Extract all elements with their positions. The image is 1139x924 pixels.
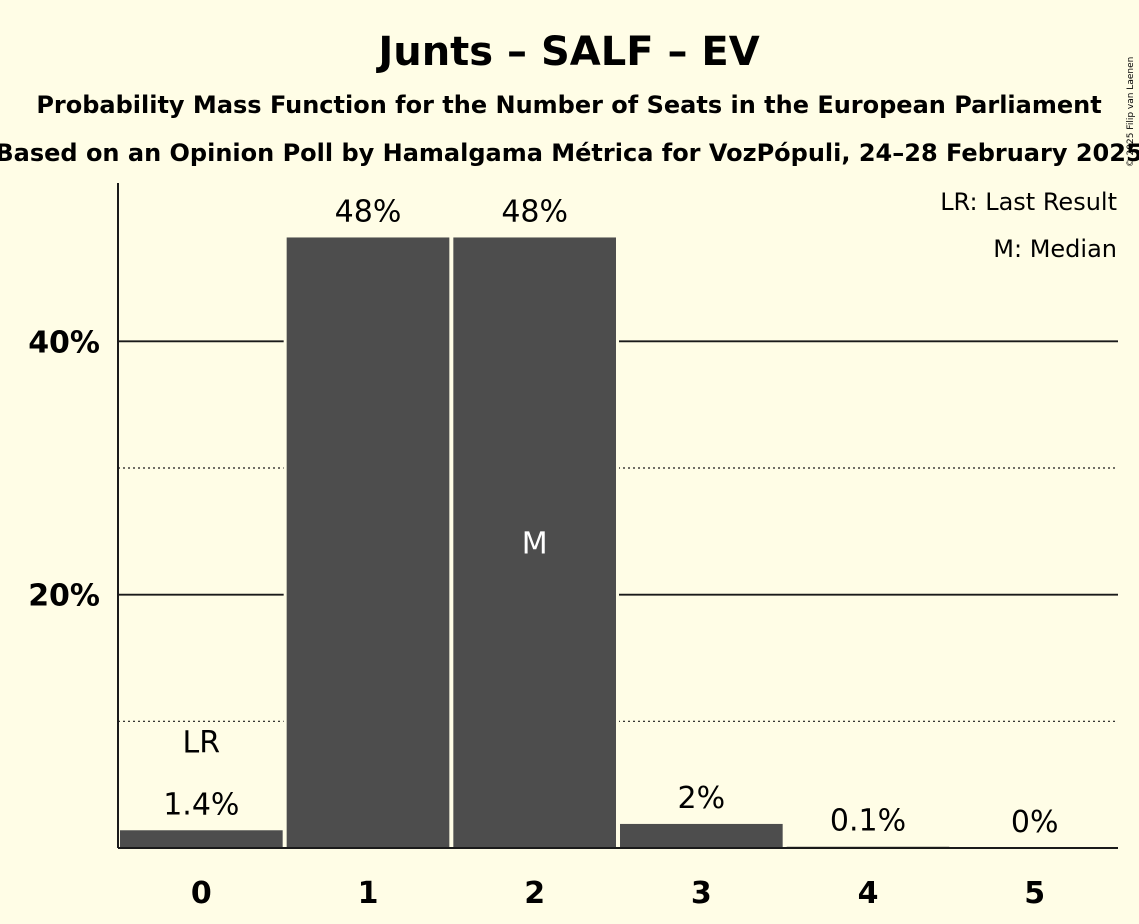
median-marker: M xyxy=(522,527,548,562)
bar-value-label: 2% xyxy=(678,781,726,816)
bar-halo xyxy=(783,843,953,848)
bar xyxy=(453,237,616,848)
bar-value-label: 48% xyxy=(501,194,568,229)
bar-value-label: 1.4% xyxy=(163,787,239,822)
x-tick-label: 0 xyxy=(191,876,212,911)
bar xyxy=(286,237,450,848)
x-tick-label: 2 xyxy=(524,876,545,911)
bar-value-label: 0% xyxy=(1011,805,1059,840)
bar xyxy=(120,830,283,848)
axes: 20% 40% 0 1 2 3 4 5 xyxy=(28,183,1118,911)
legend-median: M: Median xyxy=(993,235,1117,263)
bar-labels: 1.4% LR 48% 48% M 2% 0.1% 0% xyxy=(163,194,1058,840)
legend-last-result: LR: Last Result xyxy=(940,188,1117,216)
y-tick-label: 40% xyxy=(28,325,100,360)
bar xyxy=(620,823,783,848)
x-tick-label: 1 xyxy=(358,876,379,911)
bars xyxy=(117,234,953,848)
copyright-notice: © 2025 Filip van Laenen xyxy=(1126,57,1136,168)
bar-value-label: 0.1% xyxy=(830,804,906,839)
x-tick-label: 5 xyxy=(1024,876,1045,911)
chart-title: Junts – SALF – EV xyxy=(375,29,759,75)
bar-value-label: 48% xyxy=(335,194,402,229)
x-tick-label: 3 xyxy=(691,876,712,911)
chart-subtitle-2: Based on an Opinion Poll by Hamalgama Mé… xyxy=(0,139,1139,167)
chart-subtitle-1: Probability Mass Function for the Number… xyxy=(36,91,1101,119)
x-tick-label: 4 xyxy=(858,876,879,911)
last-result-marker: LR xyxy=(183,725,221,760)
y-tick-label: 20% xyxy=(28,579,100,614)
